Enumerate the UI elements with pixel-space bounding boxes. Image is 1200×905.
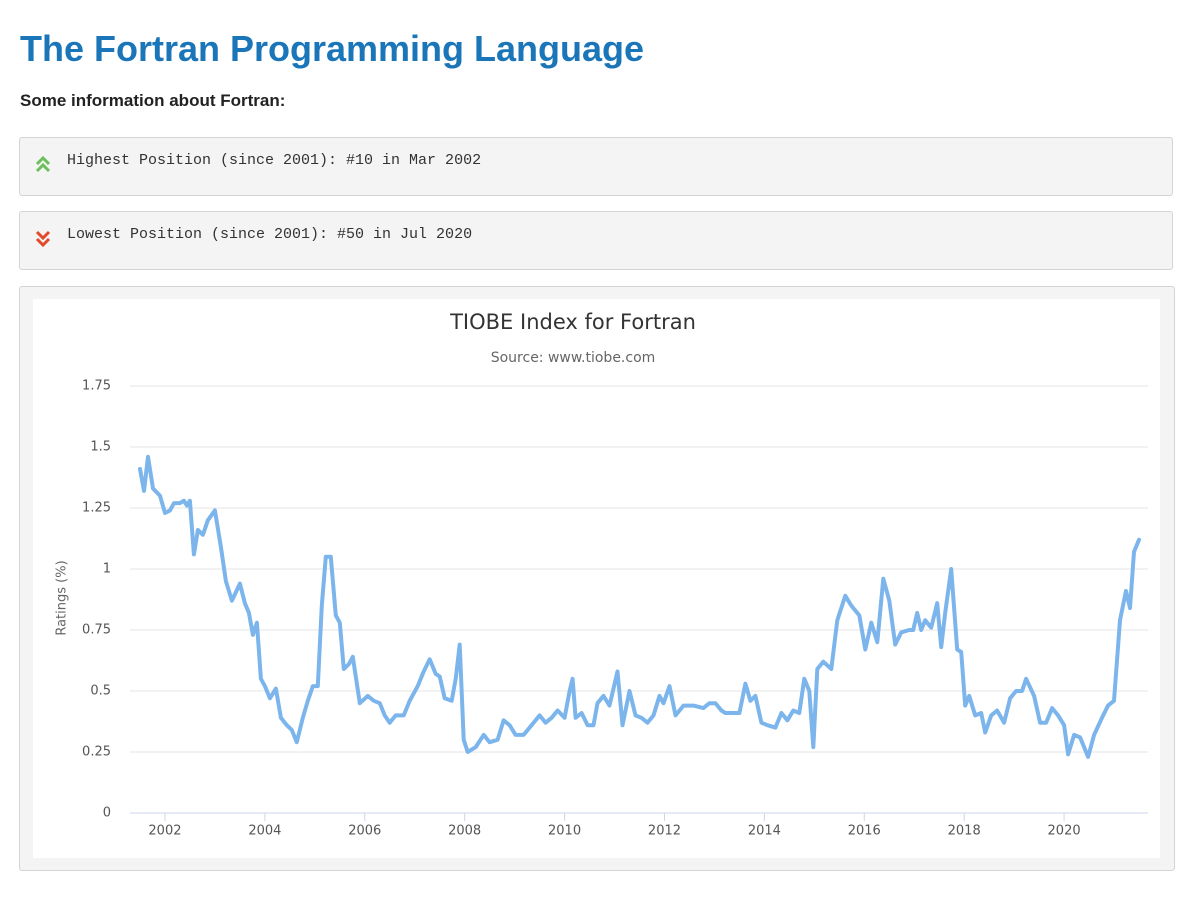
x-tick-label: 2016	[848, 824, 881, 839]
lowest-box: Lowest Position (since 2001): #50 in Jul…	[19, 211, 1173, 270]
y-tick-label: 1	[103, 562, 111, 577]
y-tick-label: 1.25	[82, 501, 111, 516]
up-icon	[35, 155, 51, 173]
x-tick-label: 2006	[348, 824, 381, 839]
y-tick-label: 0.75	[82, 623, 111, 638]
page-title: The Fortran Programming Language	[20, 28, 645, 69]
x-tick-label: 2020	[1048, 824, 1081, 839]
y-tick-label: 0	[103, 806, 111, 821]
x-tick-label: 2002	[148, 824, 181, 839]
x-tick-label: 2018	[948, 824, 981, 839]
y-axis-label: Ratings (%)	[55, 560, 70, 635]
data-line	[138, 454, 1141, 759]
chart-title: TIOBE Index for Fortran	[449, 310, 696, 334]
x-tick-label: 2010	[548, 824, 581, 839]
x-tick-label: 2014	[748, 824, 781, 839]
chart: TIOBE Index for Fortran Source: www.tiob…	[33, 299, 1160, 858]
page-subtitle: Some information about Fortran:	[20, 91, 286, 110]
chart-subtitle: Source: www.tiobe.com	[491, 350, 656, 366]
highest-box: Highest Position (since 2001): #10 in Ma…	[19, 137, 1173, 196]
down-icon	[35, 230, 51, 248]
y-tick-label: 0.5	[90, 684, 111, 699]
x-tick-label: 2008	[448, 824, 481, 839]
x-tick-label: 2004	[248, 824, 281, 839]
lowest-text: Lowest Position (since 2001): #50 in Jul…	[67, 226, 473, 243]
x-tick-label: 2012	[648, 824, 681, 839]
y-tick-label: 1.75	[82, 379, 111, 394]
y-tick-label: 0.25	[82, 745, 111, 760]
highest-text: Highest Position (since 2001): #10 in Ma…	[67, 152, 482, 169]
y-tick-label: 1.5	[90, 440, 111, 455]
